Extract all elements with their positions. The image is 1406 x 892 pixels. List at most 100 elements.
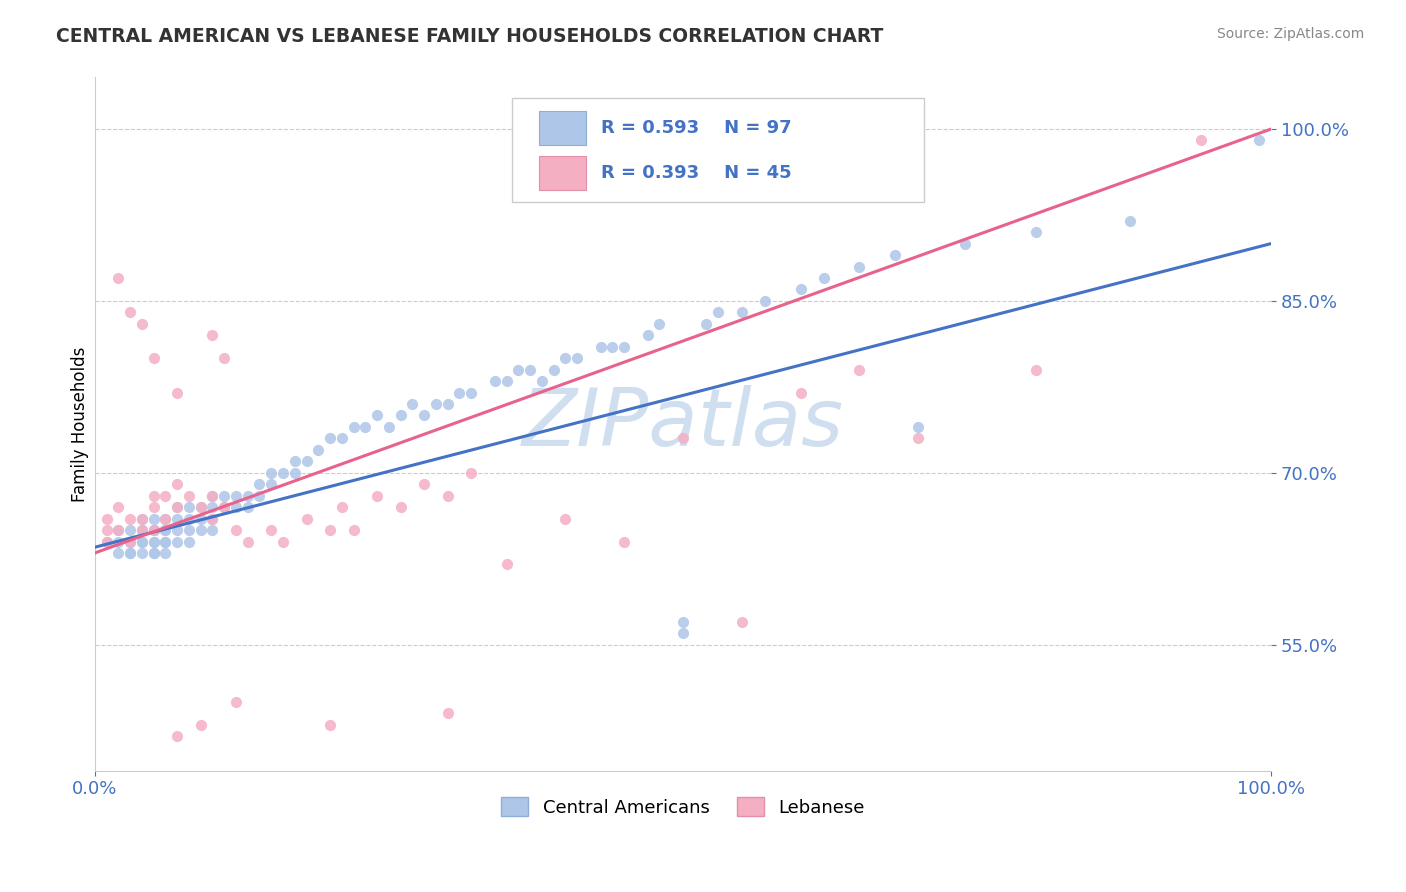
Point xyxy=(190,523,212,537)
Point xyxy=(907,420,929,434)
Point xyxy=(672,626,695,640)
Point xyxy=(155,523,177,537)
Point xyxy=(120,511,142,525)
Point xyxy=(554,351,576,366)
Point xyxy=(319,523,342,537)
Point xyxy=(449,385,471,400)
Point xyxy=(236,489,259,503)
Point xyxy=(142,511,165,525)
Point xyxy=(436,397,458,411)
Point xyxy=(190,511,212,525)
Point xyxy=(177,500,200,515)
Point xyxy=(1119,213,1142,227)
Point xyxy=(107,523,129,537)
Point xyxy=(155,534,177,549)
Point xyxy=(190,500,212,515)
Point xyxy=(131,317,153,331)
Point xyxy=(166,500,188,515)
Point xyxy=(120,534,142,549)
Point xyxy=(519,362,541,376)
Point xyxy=(120,305,142,319)
Point xyxy=(648,317,671,331)
Point xyxy=(319,431,342,445)
Point xyxy=(260,477,283,491)
Point xyxy=(883,248,905,262)
Point xyxy=(789,385,811,400)
Point xyxy=(236,534,259,549)
Point xyxy=(508,362,530,376)
Point xyxy=(695,317,717,331)
Point xyxy=(613,340,636,354)
Point xyxy=(672,431,695,445)
Point xyxy=(425,397,447,411)
Point xyxy=(366,409,388,423)
Point xyxy=(225,500,247,515)
Point xyxy=(155,511,177,525)
Point xyxy=(271,534,294,549)
Legend: Central Americans, Lebanese: Central Americans, Lebanese xyxy=(494,790,872,824)
Point xyxy=(637,328,659,343)
Point xyxy=(190,718,212,732)
Point xyxy=(107,500,129,515)
Point xyxy=(342,420,364,434)
Point xyxy=(107,271,129,285)
Point xyxy=(413,477,436,491)
Point xyxy=(495,558,517,572)
Point xyxy=(142,500,165,515)
Point xyxy=(389,409,412,423)
Point xyxy=(848,362,870,376)
Text: Source: ZipAtlas.com: Source: ZipAtlas.com xyxy=(1216,27,1364,41)
Point xyxy=(142,534,165,549)
Text: R = 0.593    N = 97: R = 0.593 N = 97 xyxy=(600,119,792,137)
Point xyxy=(212,500,235,515)
Point xyxy=(1189,133,1212,147)
Point xyxy=(166,477,188,491)
Point xyxy=(142,523,165,537)
Point xyxy=(201,489,224,503)
Point xyxy=(330,431,353,445)
Point xyxy=(731,305,754,319)
Point xyxy=(284,466,307,480)
Point xyxy=(330,500,353,515)
Point xyxy=(142,523,165,537)
Point xyxy=(142,523,165,537)
Point xyxy=(166,534,188,549)
Point xyxy=(201,511,224,525)
Point xyxy=(378,420,401,434)
Point xyxy=(342,523,364,537)
Point xyxy=(166,385,188,400)
Point xyxy=(1025,362,1047,376)
Point xyxy=(166,511,188,525)
Point xyxy=(1249,133,1271,147)
Text: ZIPatlas: ZIPatlas xyxy=(522,385,844,463)
Point xyxy=(389,500,412,515)
Y-axis label: Family Households: Family Households xyxy=(72,346,89,502)
Point xyxy=(155,489,177,503)
Point xyxy=(107,523,129,537)
Point xyxy=(166,523,188,537)
Point xyxy=(142,546,165,560)
Point xyxy=(589,340,612,354)
Point xyxy=(177,534,200,549)
Point xyxy=(848,260,870,274)
Point xyxy=(201,500,224,515)
Point xyxy=(789,282,811,296)
Point xyxy=(731,615,754,629)
Point xyxy=(201,489,224,503)
Point xyxy=(813,271,835,285)
Point xyxy=(177,489,200,503)
Point xyxy=(484,374,506,388)
Point xyxy=(120,534,142,549)
Point xyxy=(142,489,165,503)
Point xyxy=(366,489,388,503)
Point xyxy=(201,523,224,537)
Point xyxy=(495,374,517,388)
Point xyxy=(436,489,458,503)
Point xyxy=(955,236,977,251)
Point xyxy=(142,546,165,560)
Point xyxy=(672,615,695,629)
Point xyxy=(260,466,283,480)
Point xyxy=(96,511,118,525)
Point xyxy=(201,511,224,525)
Point xyxy=(190,500,212,515)
